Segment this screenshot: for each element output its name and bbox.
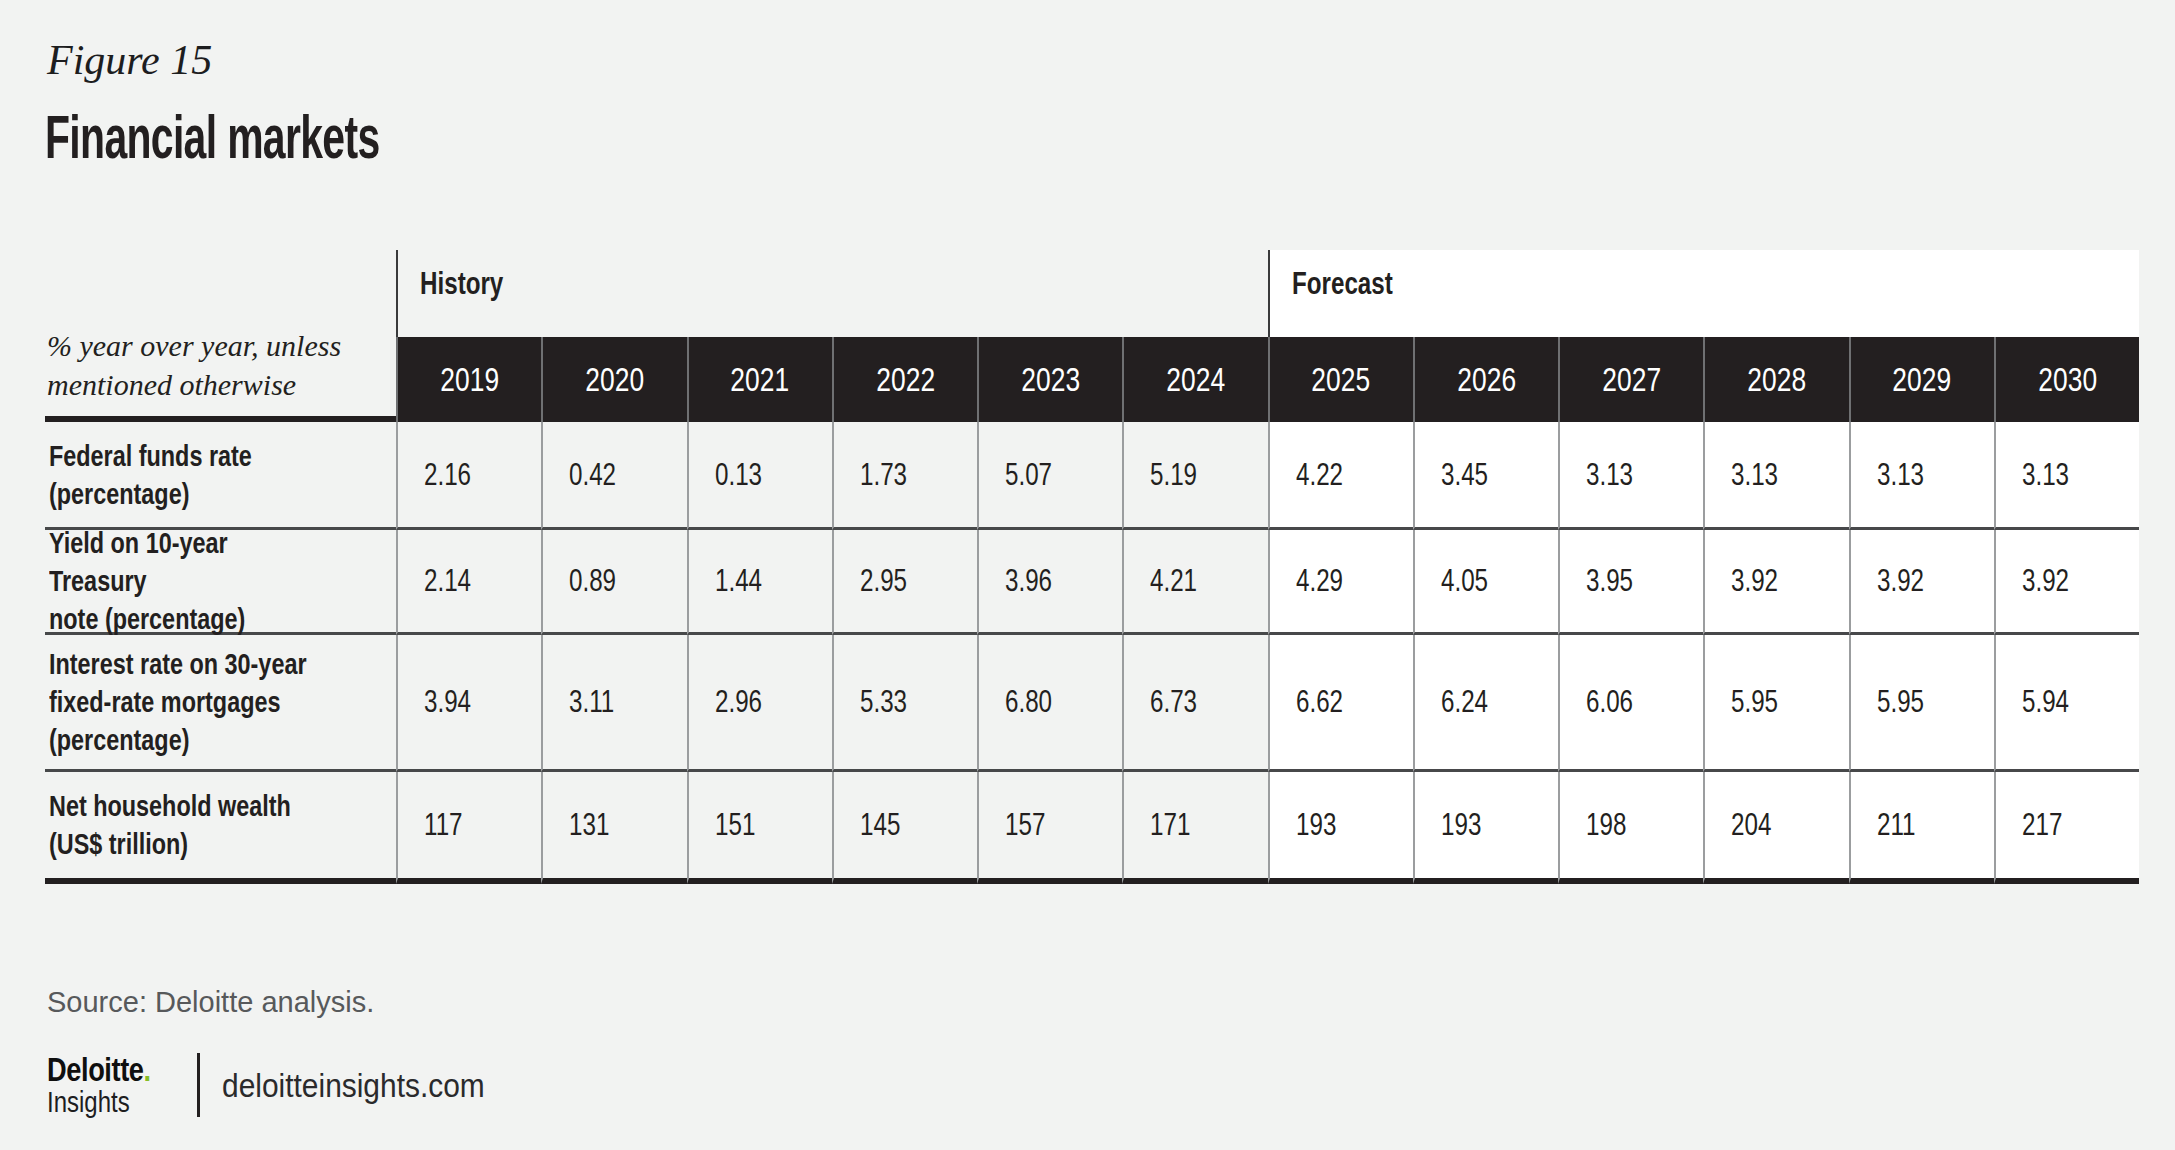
table-cell: 4.22 — [1268, 422, 1413, 530]
year-header: 2024 — [1122, 337, 1267, 422]
table-cell: 3.13 — [1849, 422, 1994, 530]
table-cell: 3.92 — [1703, 530, 1848, 635]
year-header: 2023 — [977, 337, 1122, 422]
row-label: Net household wealth (US$ trillion) — [45, 772, 396, 884]
table-cell: 6.62 — [1268, 635, 1413, 772]
logo-green-dot: . — [144, 1050, 151, 1088]
row-label: Yield on 10-year Treasury note (percenta… — [45, 530, 396, 635]
table-cell: 3.95 — [1558, 530, 1703, 635]
band-corner-spacer — [45, 250, 396, 337]
logo-divider-line — [197, 1053, 200, 1117]
logo-insights-wordmark: Insights — [47, 1086, 197, 1118]
year-header: 2027 — [1558, 337, 1703, 422]
year-header: 2022 — [832, 337, 977, 422]
row-label: Federal funds rate (percentage) — [45, 422, 396, 530]
table-cell: 3.45 — [1413, 422, 1558, 530]
year-header: 2028 — [1703, 337, 1848, 422]
table-cell: 3.92 — [1849, 530, 1994, 635]
year-header: 2030 — [1994, 337, 2139, 422]
table-cell: 3.13 — [1558, 422, 1703, 530]
table-cell: 131 — [541, 772, 686, 884]
history-group-header: History — [396, 250, 1268, 337]
table-cell: 2.14 — [396, 530, 541, 635]
table-cell: 6.73 — [1122, 635, 1267, 772]
table-cell: 5.33 — [832, 635, 977, 772]
table-cell: 145 — [832, 772, 977, 884]
unit-note-text: % year over year, unless mentioned other… — [47, 326, 341, 404]
unit-note: % year over year, unless mentioned other… — [45, 337, 396, 422]
table-cell: 4.05 — [1413, 530, 1558, 635]
table-cell: 4.29 — [1268, 530, 1413, 635]
table-cell: 2.16 — [396, 422, 541, 530]
table-cell: 3.13 — [1703, 422, 1848, 530]
figure-page: Figure 15 Financial markets History Fore… — [0, 0, 2175, 1150]
figure-title-text: Financial markets — [45, 106, 379, 168]
table-cell: 204 — [1703, 772, 1848, 884]
table-cell: 3.96 — [977, 530, 1122, 635]
year-header: 2025 — [1268, 337, 1413, 422]
table-cell: 217 — [1994, 772, 2139, 884]
history-label: History — [420, 266, 503, 337]
table-cell: 4.21 — [1122, 530, 1267, 635]
financial-markets-table: History Forecast % year over year, unles… — [45, 250, 2139, 884]
table-cell: 6.06 — [1558, 635, 1703, 772]
table-cell: 5.95 — [1703, 635, 1848, 772]
table-cell: 6.80 — [977, 635, 1122, 772]
table-cell: 198 — [1558, 772, 1703, 884]
table-cell: 2.95 — [832, 530, 977, 635]
logo-brand-column: Deloitte. Insights — [47, 1052, 197, 1118]
table-cell: 6.24 — [1413, 635, 1558, 772]
table-cell: 211 — [1849, 772, 1994, 884]
year-header: 2026 — [1413, 337, 1558, 422]
table-cell: 3.92 — [1994, 530, 2139, 635]
table-cell: 3.13 — [1994, 422, 2139, 530]
forecast-group-header: Forecast — [1268, 250, 2140, 337]
figure-title: Financial markets — [45, 106, 552, 168]
table-cell: 117 — [396, 772, 541, 884]
row-label: Interest rate on 30-year fixed-rate mort… — [45, 635, 396, 772]
table-cell: 5.07 — [977, 422, 1122, 530]
year-header: 2021 — [687, 337, 832, 422]
table-cell: 193 — [1413, 772, 1558, 884]
table-cell: 171 — [1122, 772, 1267, 884]
forecast-label: Forecast — [1292, 266, 1393, 337]
year-header: 2029 — [1849, 337, 1994, 422]
deloitte-insights-logo: Deloitte. Insights deloitteinsights.com — [47, 1052, 521, 1118]
table-cell: 5.95 — [1849, 635, 1994, 772]
table-cell: 1.73 — [832, 422, 977, 530]
year-header: 2020 — [541, 337, 686, 422]
table-cell: 5.94 — [1994, 635, 2139, 772]
table-cell: 151 — [687, 772, 832, 884]
table-cell: 1.44 — [687, 530, 832, 635]
table-cell: 0.42 — [541, 422, 686, 530]
table-cell: 0.13 — [687, 422, 832, 530]
figure-number: Figure 15 — [47, 34, 212, 86]
source-note: Source: Deloitte analysis. — [47, 986, 374, 1019]
table-cell: 0.89 — [541, 530, 686, 635]
logo-website-url: deloitteinsights.com — [222, 1066, 521, 1105]
table-cell: 3.94 — [396, 635, 541, 772]
year-header: 2019 — [396, 337, 541, 422]
table-cell: 3.11 — [541, 635, 686, 772]
table-cell: 193 — [1268, 772, 1413, 884]
table-cell: 5.19 — [1122, 422, 1267, 530]
logo-brand-wordmark: Deloitte. — [47, 1052, 197, 1086]
table-cell: 157 — [977, 772, 1122, 884]
table-cell: 2.96 — [687, 635, 832, 772]
